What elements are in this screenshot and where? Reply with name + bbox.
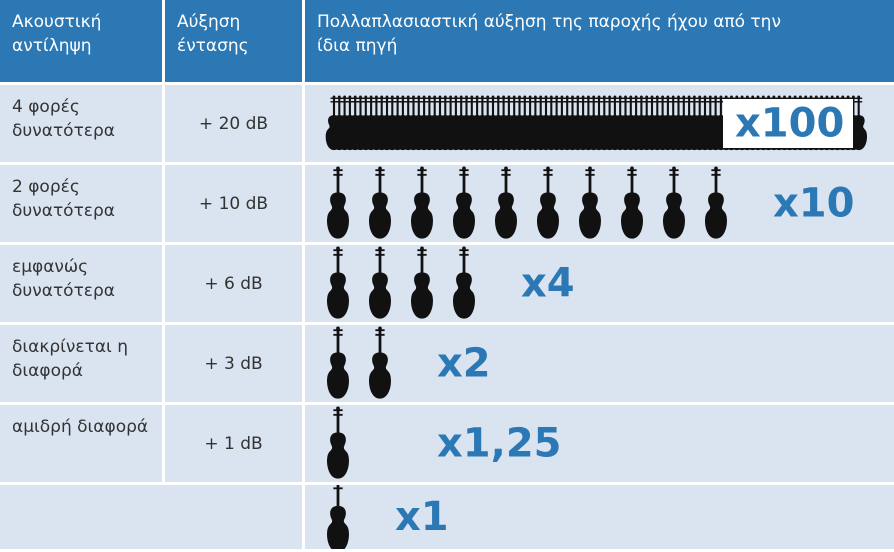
pictogram-cell: x4	[305, 245, 894, 325]
multiplier-label: x2	[437, 341, 491, 387]
violin	[621, 166, 643, 239]
violin	[411, 166, 433, 239]
violin	[411, 246, 433, 319]
multiplier-label: x1	[395, 494, 449, 540]
table-row: 4 φορές δυνατότερα + 20 dB x100	[0, 85, 894, 165]
violin	[369, 166, 391, 239]
violin	[327, 246, 349, 319]
perception-cell: εμφανώς δυνατότερα	[0, 245, 165, 325]
pictogram: x1	[327, 480, 449, 552]
increase-cell: + 10 dB	[165, 165, 305, 245]
header-cell: Πολλαπλασιαστική αύξηση της παροχής ήχου…	[305, 0, 894, 85]
table-row: εμφανώς δυνατότερα + 6 dB x4	[0, 245, 894, 325]
violin-group	[327, 406, 373, 479]
violin-group	[327, 166, 727, 239]
violin	[663, 166, 685, 239]
multiplier-label: x1,25	[437, 421, 562, 467]
perception-cell: 2 φορές δυνατότερα	[0, 165, 165, 245]
increase-cell: + 3 dB	[165, 325, 305, 405]
violin	[453, 246, 475, 319]
pictogram: x10	[327, 166, 854, 239]
pictogram: x1,25	[327, 406, 562, 479]
violin	[369, 246, 391, 319]
table-row: διακρίνεται η διαφορά + 3 dB x2	[0, 325, 894, 405]
violin	[327, 166, 349, 239]
violin	[537, 166, 559, 239]
perception-cell: διακρίνεται η διαφορά	[0, 325, 165, 405]
violin	[453, 166, 475, 239]
pictogram-cell: x1,25	[305, 405, 894, 485]
empty-cell	[0, 485, 305, 552]
perception-cell: 4 φορές δυνατότερα	[0, 85, 165, 165]
table-row: αμιδρή διαφορά + 1 dB x1,25	[0, 405, 894, 485]
table-row: 2 φορές δυνατότερα + 10 dB x10	[0, 165, 894, 245]
violin	[579, 166, 601, 239]
increase-cell: + 20 dB	[165, 85, 305, 165]
violin	[495, 166, 517, 239]
multiplier-label: x10	[773, 181, 854, 227]
pictogram-cell: x10	[305, 165, 894, 245]
violin-group	[327, 480, 349, 552]
increase-cell: + 1 dB	[165, 405, 305, 485]
violin-group	[327, 246, 475, 319]
pictogram: x2	[327, 326, 491, 399]
table-row: x1	[0, 480, 894, 552]
pictogram-cell: x2	[305, 325, 894, 405]
violin	[327, 406, 349, 479]
pictogram-cell: x100	[305, 85, 894, 165]
header-row: Ακουστική αντίληψη Αύξηση έντασης Πολλαπ…	[0, 0, 894, 85]
pictogram: x100	[325, 95, 868, 151]
violin	[705, 166, 727, 239]
header-cell: Αύξηση έντασης	[165, 0, 305, 85]
violin-group	[327, 326, 391, 399]
violin	[369, 326, 391, 399]
increase-cell: + 6 dB	[165, 245, 305, 325]
header-cell: Ακουστική αντίληψη	[0, 0, 165, 85]
partial-violin	[369, 406, 373, 479]
pictogram: x4	[327, 246, 575, 319]
violin	[327, 326, 349, 399]
header-text: Πολλαπλασιαστική αύξηση της παροχής ήχου…	[317, 12, 781, 56]
label-box	[723, 99, 853, 148]
multiplier-label: x100	[735, 101, 844, 147]
pictogram-cell: x1	[305, 480, 894, 552]
multiplier-label: x4	[521, 261, 575, 307]
violin	[327, 480, 349, 552]
perception-cell: αμιδρή διαφορά	[0, 405, 165, 485]
